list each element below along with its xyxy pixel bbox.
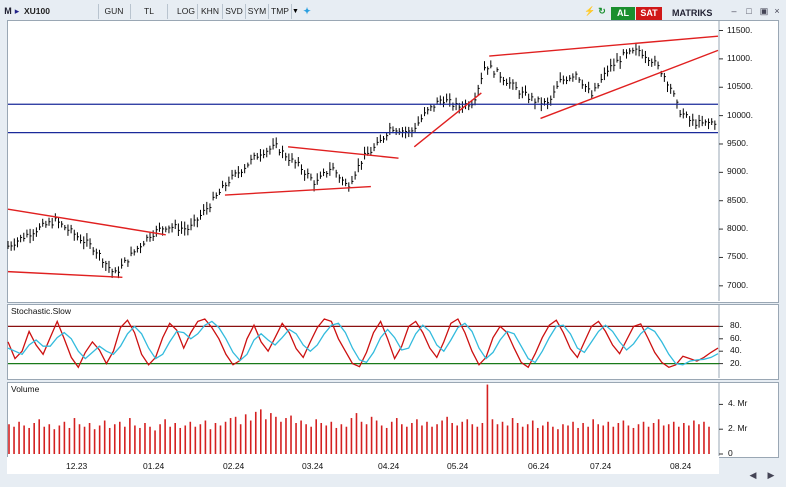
price-tick-label: 7500.	[727, 251, 749, 262]
trend-line	[413, 92, 482, 148]
price-panel	[7, 20, 779, 303]
date-tick-label: 04.24	[378, 461, 400, 471]
stoch-tick-label: 20.	[730, 357, 742, 368]
trend-line	[224, 185, 371, 196]
brand-logo: MATRIKS	[672, 8, 713, 18]
trend-line	[540, 49, 719, 120]
stochastic-label: Stochastic.Slow	[11, 306, 71, 316]
date-tick-label: 12.23	[66, 461, 88, 471]
toolbar: M ▸ XU100 GUN TL LOG KHN SVD SYM TMP ▼ ✦…	[0, 4, 786, 20]
buy-button[interactable]: AL	[611, 7, 635, 20]
price-tick-label: 11000.	[727, 52, 753, 63]
stoch-k-line	[7, 318, 719, 369]
price-tick-label: 9000.	[727, 166, 749, 177]
maximize-icon[interactable]: ▣	[759, 6, 769, 16]
tmp-button[interactable]: TMP	[269, 4, 292, 19]
trend-line	[287, 146, 399, 159]
log-button[interactable]: LOG	[175, 4, 198, 19]
sell-button[interactable]: SAT	[636, 7, 662, 20]
date-tick-label: 06.24	[528, 461, 550, 471]
trend-line	[489, 35, 719, 57]
lightning-icon[interactable]: ⚡	[584, 6, 596, 16]
scroll-left-icon[interactable]: ◀	[749, 470, 757, 480]
period-button[interactable]: GUN	[98, 4, 131, 19]
date-tick-label: 03.24	[302, 461, 324, 471]
minimize-icon[interactable]: –	[731, 6, 737, 16]
price-bars	[7, 42, 717, 279]
close-icon[interactable]: ×	[774, 6, 780, 16]
price-tick-label: 10000.	[727, 109, 753, 120]
currency-button[interactable]: TL	[131, 4, 168, 19]
price-tick-label: 9500.	[727, 137, 749, 148]
trend-line	[7, 208, 166, 236]
date-tick-label: 05.24	[447, 461, 469, 471]
date-axis	[7, 457, 719, 474]
price-tick-label: 10500.	[727, 81, 753, 92]
price-tick-label: 11500.	[727, 24, 753, 35]
date-tick-label: 01.24	[143, 461, 165, 471]
restore-icon[interactable]: □	[746, 6, 752, 16]
stoch-tick-label: 80.	[730, 320, 742, 331]
lock-icon[interactable]: ▸	[14, 6, 20, 16]
symbol-field[interactable]: XU100	[21, 4, 99, 19]
date-tick-label: 08.24	[670, 461, 692, 471]
stoch-tick-label: 60.	[730, 332, 742, 343]
dropdown-icon[interactable]: ▼	[292, 8, 299, 15]
trend-line	[7, 270, 123, 279]
volume-tick-label: 0	[728, 448, 733, 458]
scroll-right-icon[interactable]: ▶	[767, 470, 775, 480]
price-tick-label: 8500.	[727, 194, 749, 205]
khn-button[interactable]: KHN	[198, 4, 223, 19]
refresh-icon[interactable]: ↻	[598, 6, 606, 16]
stoch-tick-label: 40.	[730, 345, 742, 356]
sym-button[interactable]: SYM	[246, 4, 269, 19]
volume-tick-label: 2. Mr	[728, 423, 748, 434]
stoch-d-line	[7, 320, 719, 366]
twitter-icon[interactable]: ✦	[303, 6, 311, 16]
svd-button[interactable]: SVD	[223, 4, 246, 19]
date-tick-label: 02.24	[223, 461, 245, 471]
volume-bars	[8, 384, 710, 454]
price-tick-label: 7000.	[727, 279, 749, 290]
menu-button[interactable]: M	[4, 6, 12, 16]
price-tick-label: 8000.	[727, 223, 749, 234]
date-tick-label: 07.24	[590, 461, 612, 471]
volume-label: Volume	[11, 384, 40, 394]
volume-tick-label: 4. Mr	[728, 398, 748, 409]
